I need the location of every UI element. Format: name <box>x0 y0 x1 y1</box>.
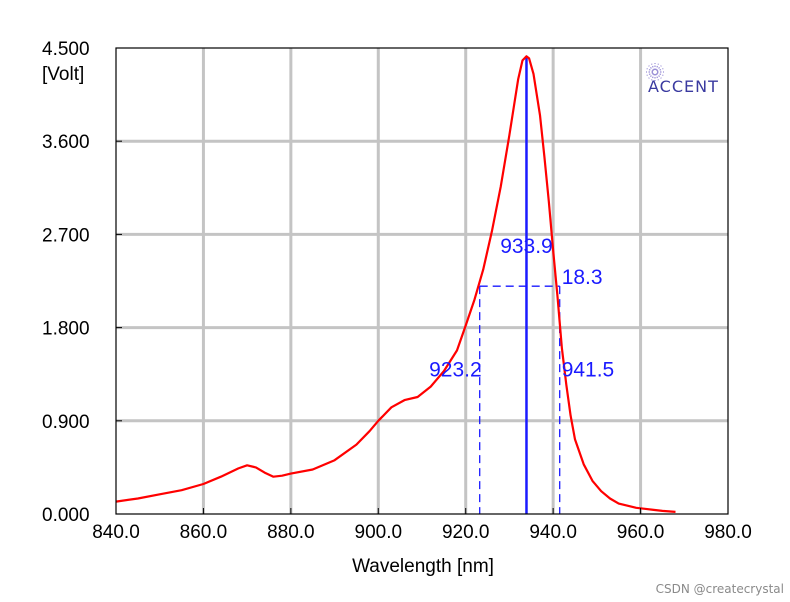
x-tick-label: 980.0 <box>704 522 752 543</box>
plot-frame <box>115 47 729 515</box>
logo-ray <box>655 73 659 81</box>
grid <box>116 48 728 514</box>
x-axis-label: Wavelength [nm] <box>352 556 494 577</box>
accent-logo: ACCENT <box>646 63 719 96</box>
y-axis-label: [Volt] <box>42 64 84 85</box>
spectrum-line <box>115 55 676 513</box>
y-tick-label: 4.500 <box>42 39 90 60</box>
logo-ray <box>656 68 664 72</box>
y-tick-label: 3.600 <box>42 132 90 153</box>
logo-ray <box>655 63 659 71</box>
logo-ray <box>646 68 654 72</box>
y-tick-label: 0.900 <box>42 412 90 433</box>
logo-text: ACCENT <box>648 77 719 96</box>
x-tick-label: 900.0 <box>355 522 403 543</box>
x-tick-label: 880.0 <box>267 522 315 543</box>
logo-ray <box>646 72 654 76</box>
x-tick-label: 920.0 <box>442 522 490 543</box>
y-tick-label: 2.700 <box>42 225 90 246</box>
logo-ray <box>651 63 655 71</box>
right-half-max-label: 941.5 <box>562 358 615 381</box>
fwhm-markers <box>479 56 561 514</box>
x-axis-ticks: 840.0 860.0 880.0 900.0 920.0 940.0 960.0 980.0 <box>92 508 752 543</box>
x-tick-label: 860.0 <box>180 522 228 543</box>
y-tick-label: 1.800 <box>42 319 90 340</box>
logo-ray <box>655 65 662 72</box>
peak-wavelength-label: 933.9 <box>500 235 553 258</box>
logo-ray <box>648 72 655 79</box>
x-tick-label: 840.0 <box>92 522 140 543</box>
watermark: CSDN @createcrystal <box>655 582 784 596</box>
logo-ray <box>656 72 664 76</box>
y-axis-ticks: 0.000 0.900 1.800 2.700 3.600 4.500 <box>42 39 122 526</box>
y-tick-label: 0.000 <box>42 505 90 526</box>
logo-ray <box>655 72 662 79</box>
logo-burst-icon <box>646 63 664 81</box>
fwhm-label: 18.3 <box>562 266 603 289</box>
logo-ray <box>648 65 655 72</box>
left-half-max-label: 923.2 <box>429 358 482 381</box>
x-tick-label: 940.0 <box>529 522 577 543</box>
x-tick-label: 960.0 <box>617 522 665 543</box>
logo-ray <box>651 73 655 81</box>
